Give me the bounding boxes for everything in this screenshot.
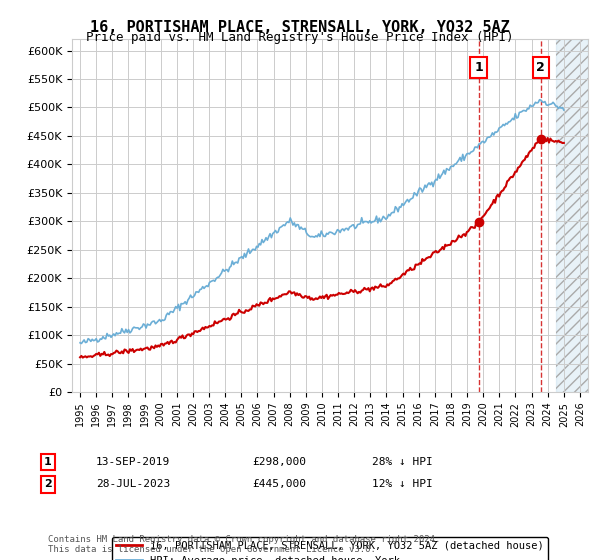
- Text: 28-JUL-2023: 28-JUL-2023: [96, 479, 170, 489]
- Text: 1: 1: [474, 61, 483, 74]
- Text: 12% ↓ HPI: 12% ↓ HPI: [372, 479, 433, 489]
- Text: 13-SEP-2019: 13-SEP-2019: [96, 457, 170, 467]
- Text: 16, PORTISHAM PLACE, STRENSALL, YORK, YO32 5AZ: 16, PORTISHAM PLACE, STRENSALL, YORK, YO…: [90, 20, 510, 35]
- Text: 28% ↓ HPI: 28% ↓ HPI: [372, 457, 433, 467]
- Text: Price paid vs. HM Land Registry's House Price Index (HPI): Price paid vs. HM Land Registry's House …: [86, 31, 514, 44]
- Text: 1: 1: [44, 457, 52, 467]
- Bar: [556, 39, 588, 392]
- Text: 2: 2: [536, 61, 545, 74]
- Bar: [556, 39, 588, 392]
- Text: Contains HM Land Registry data © Crown copyright and database right 2024.
This d: Contains HM Land Registry data © Crown c…: [48, 535, 440, 554]
- Text: 2: 2: [44, 479, 52, 489]
- Legend: 16, PORTISHAM PLACE, STRENSALL, YORK, YO32 5AZ (detached house), HPI: Average pr: 16, PORTISHAM PLACE, STRENSALL, YORK, YO…: [112, 536, 548, 560]
- Text: £445,000: £445,000: [252, 479, 306, 489]
- Text: £298,000: £298,000: [252, 457, 306, 467]
